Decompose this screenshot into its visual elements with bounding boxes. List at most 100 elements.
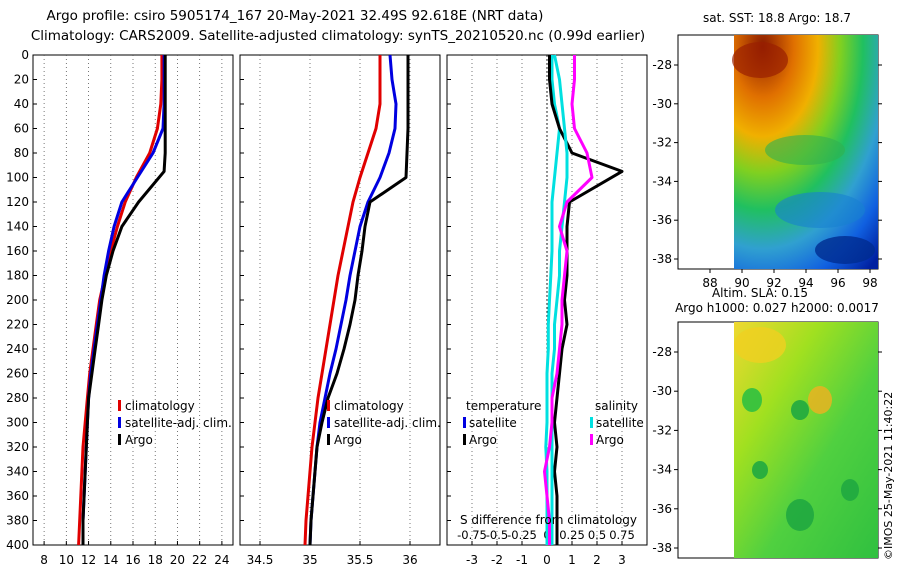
y-tick-label: 260 <box>6 367 29 381</box>
title-line-1: Argo profile: csiro 5905174_167 20-May-2… <box>47 8 544 24</box>
legend-temp-satellite: satellite <box>469 416 517 430</box>
sla-low-patch-3 <box>786 499 814 531</box>
y-tick-label: 380 <box>6 514 29 528</box>
map-x-tick-label: 96 <box>830 276 845 290</box>
map-y-tick-label: -34 <box>652 463 672 477</box>
series-line <box>81 55 166 545</box>
legend-swatch-temp-argo <box>463 434 466 445</box>
y-tick-label: 20 <box>14 73 29 87</box>
map-y-tick-label: -34 <box>652 174 672 188</box>
sst-warm-patch <box>732 42 788 78</box>
sla-high-patch-2 <box>808 386 832 414</box>
y-tick-label: 180 <box>6 269 29 283</box>
legend-satellite: satellite-adj. clim. <box>125 416 232 430</box>
series-line <box>77 55 164 546</box>
sla-map-title: Altim. SLA: 0.15 <box>712 286 808 300</box>
legend-satellite: satellite-adj. clim. <box>334 416 441 430</box>
legend-swatch-climatology <box>118 400 121 411</box>
series-line <box>308 55 410 546</box>
y-tick-label: 140 <box>6 220 29 234</box>
sst-map: sat. SST: 18.8 Argo: 18.7 -28 -30 -32 -34 -3… <box>652 11 882 290</box>
map-y-tick-label: -32 <box>652 423 672 437</box>
x-tick-label: 35.5 <box>347 553 374 567</box>
y-tick-label: 60 <box>14 122 29 136</box>
x-tick-label: 20 <box>170 553 185 567</box>
legend-swatch-sal-argo <box>590 434 593 445</box>
x-tick-label: -2 <box>491 553 503 567</box>
y-tick-label: 360 <box>6 489 29 503</box>
x-tick-label: 24 <box>214 553 229 567</box>
y-tick-label: 340 <box>6 465 29 479</box>
sst-map-title: sat. SST: 18.8 Argo: 18.7 <box>703 11 851 25</box>
map-y-tick-label: -30 <box>652 384 672 398</box>
y-tick-label: 400 <box>6 538 29 552</box>
sla-map-subtitle: Argo h1000: 0.027 h2000: 0.0017 <box>675 301 879 315</box>
salinity-panel: 34.5 35 35.5 36 <box>239 54 441 567</box>
sla-high-patch <box>734 327 786 363</box>
legend-climatology: climatology <box>125 399 195 413</box>
s-tick-label: -0.25 <box>507 528 537 542</box>
map-y-tick-label: -28 <box>652 345 672 359</box>
y-tick-label: 160 <box>6 244 29 258</box>
legend-sal-argo: Argo <box>596 433 624 447</box>
map-x-tick-label: 98 <box>862 276 877 290</box>
map-y-tick-label: -28 <box>652 58 672 72</box>
legend-swatch-argo <box>327 434 330 445</box>
map-y-tick-label: -38 <box>652 541 672 555</box>
x-tick-label: 18 <box>148 553 163 567</box>
map-y-tick-label: -38 <box>652 252 672 266</box>
y-tick-label: 40 <box>14 97 29 111</box>
legend-argo: Argo <box>334 433 362 447</box>
s-tick-label: -0.75 <box>457 528 487 542</box>
x-tick-label: 35 <box>302 553 317 567</box>
legend-temp-argo: Argo <box>469 433 497 447</box>
y-tick-label: 200 <box>6 293 29 307</box>
s-tick-label: -0.5 <box>486 528 508 542</box>
sst-cool-patch <box>775 192 865 228</box>
legend-swatch-climatology <box>327 400 330 411</box>
series-line <box>543 55 594 545</box>
map-y-tick-label: -30 <box>652 97 672 111</box>
legend-swatch-sal-satellite <box>590 417 593 428</box>
sst-cold-patch <box>815 236 875 264</box>
x-tick-label: 2 <box>593 553 601 567</box>
legend-salinity: salinity <box>595 399 638 413</box>
legend-swatch-satellite <box>118 417 121 428</box>
s-tick-label: 0.25 <box>559 528 585 542</box>
x-tick-label: 34.5 <box>247 553 274 567</box>
map-y-tick-label: -32 <box>652 136 672 150</box>
series-line <box>308 54 398 546</box>
y-tick-label: 120 <box>6 195 29 209</box>
x-tick-label: 8 <box>40 553 48 567</box>
series-line <box>81 55 167 545</box>
x-tick-label: 0 <box>543 553 551 567</box>
x-tick-label: 36 <box>402 553 417 567</box>
y-tick-label: 100 <box>6 171 29 185</box>
x-tick-label: 16 <box>125 553 140 567</box>
x-tick-label: 10 <box>59 553 74 567</box>
y-tick-label: 220 <box>6 318 29 332</box>
map-x-tick-label: 92 <box>766 276 781 290</box>
map-x-tick-label: 90 <box>734 276 749 290</box>
x-tick-label: 14 <box>103 553 118 567</box>
x-tick-label: 22 <box>192 553 207 567</box>
x-tick-label: 3 <box>618 553 626 567</box>
sla-low-patch <box>742 388 762 412</box>
legend-swatch-argo <box>118 434 121 445</box>
series-line <box>548 55 624 545</box>
legend-temperature: temperature <box>466 399 541 413</box>
y-tick-label: 300 <box>6 416 29 430</box>
sla-low-patch-2 <box>791 400 809 420</box>
series-line <box>550 54 569 545</box>
difference-legend: temperature salinity satellite Argo sate… <box>460 399 644 527</box>
sla-map: Altim. SLA: 0.15 Argo h1000: 0.027 h2000… <box>652 286 882 559</box>
temperature-legend: climatology satellite-adj. clim. Argo <box>118 399 232 447</box>
map-y-tick-label: -36 <box>652 213 672 227</box>
legend-sal-satellite: satellite <box>596 416 644 430</box>
sla-low-patch-4 <box>841 479 859 501</box>
x-tick-label: 12 <box>81 553 96 567</box>
temperature-panel: 8 10 12 14 16 18 20 22 2402040608010012014016018… <box>6 48 234 567</box>
legend-swatch-temp-satellite <box>463 417 466 428</box>
series-line <box>303 55 382 546</box>
